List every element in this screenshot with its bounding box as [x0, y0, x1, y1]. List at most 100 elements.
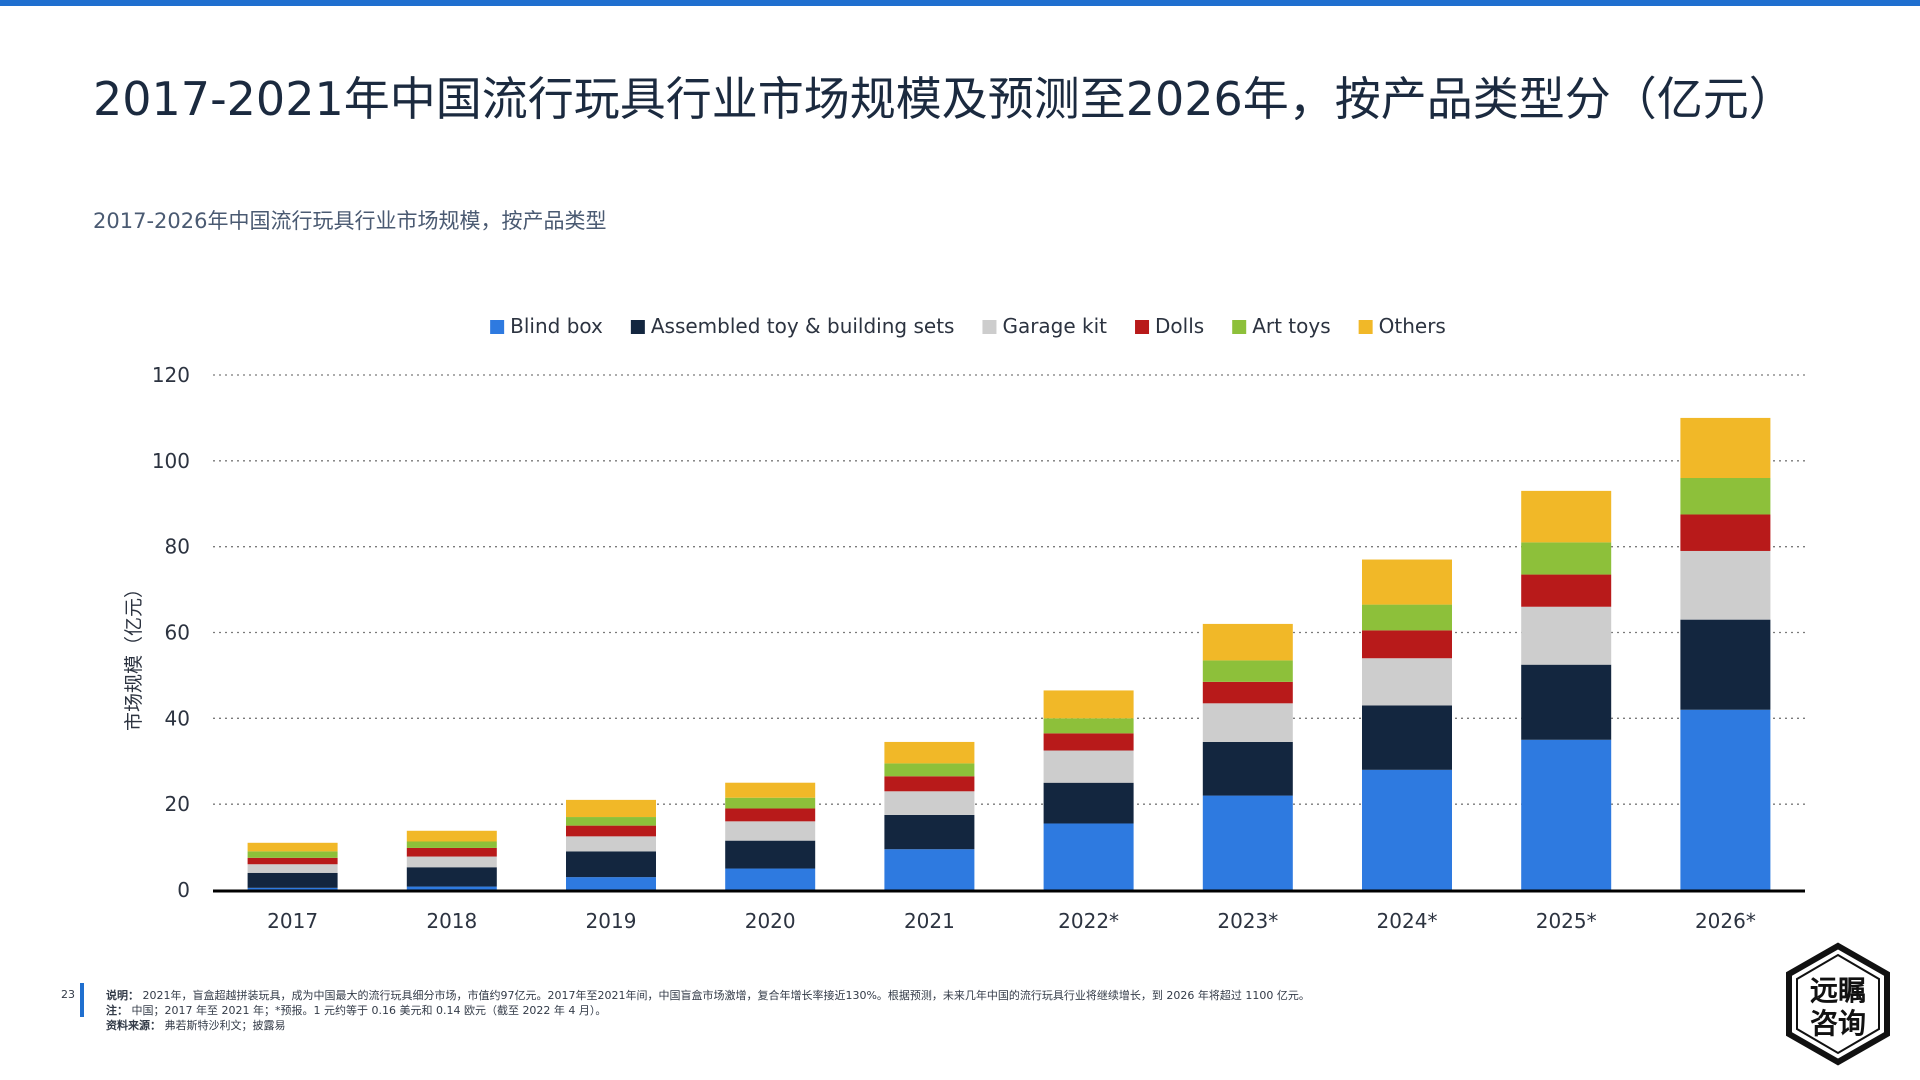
footnote-explanation-text: 2021年，盲盒超越拼装玩具，成为中国最大的流行玩具细分市场，市值约97亿元。2…	[142, 989, 1310, 1002]
x-tick-label: 2026*	[1695, 909, 1756, 933]
footnotes: 说明： 2021年，盲盒超越拼装玩具，成为中国最大的流行玩具细分市场，市值约97…	[106, 988, 1310, 1033]
y-tick-label: 80	[165, 535, 190, 559]
bar-segment	[1202, 660, 1293, 682]
bar-segment	[1521, 739, 1612, 890]
stacked-bar-chart: Blind box Assembled toy & building sets Ga…	[123, 314, 1805, 933]
x-axis-ticks: 2017 2018 2019 2020 2021 2022* 2023* 2024* 2025*…	[267, 909, 1756, 933]
bar-segment	[1202, 681, 1293, 704]
bar-segment	[1202, 623, 1293, 661]
bar-segment	[884, 776, 975, 792]
bar-segment	[1521, 490, 1612, 543]
x-tick-label: 2019	[586, 909, 637, 933]
bar-segment	[406, 886, 497, 890]
y-tick-label: 100	[152, 449, 190, 473]
y-axis-label: 市场规模（亿元）	[123, 579, 145, 731]
bar-segment	[725, 840, 816, 869]
bar-segment	[247, 851, 338, 858]
bar-segment	[1202, 795, 1293, 890]
bar-segment	[566, 817, 656, 826]
top-accent-bar	[0, 0, 1920, 6]
bar-segment	[566, 799, 656, 818]
bar-segment	[1362, 658, 1452, 706]
chart-legend: Blind box Assembled toy & building sets Ga…	[490, 314, 1446, 338]
bar-segment	[566, 836, 656, 852]
bar-segment	[1680, 478, 1771, 515]
legend-label: Blind box	[510, 314, 603, 338]
bar-segment	[725, 868, 816, 890]
legend-swatch	[1232, 320, 1247, 334]
x-tick-label: 2025*	[1536, 909, 1597, 933]
bar-segment	[725, 782, 816, 798]
y-tick-label: 40	[165, 706, 190, 730]
x-tick-label: 2022*	[1058, 909, 1119, 933]
bar-segment	[1362, 604, 1452, 631]
bar-segment	[247, 887, 338, 890]
bar-segment	[1680, 709, 1771, 890]
logo-text-line2: 咨询	[1810, 1007, 1866, 1040]
legend-label: Dolls	[1155, 314, 1204, 338]
legend-item: Dolls	[1135, 314, 1204, 338]
y-tick-label: 120	[152, 363, 190, 387]
bar-segment	[1043, 690, 1134, 719]
bar-segment	[725, 808, 816, 822]
x-tick-label: 2018	[426, 909, 477, 933]
bar-segment	[1362, 630, 1452, 659]
page-number: 23	[61, 988, 75, 1001]
legend-swatch	[982, 320, 997, 334]
legend-item: Garage kit	[982, 314, 1107, 338]
bar-segment	[725, 797, 816, 809]
footnote-note-text: 中国；2017 年至 2021 年；*预报。1 元约等于 0.16 美元和 0.…	[131, 1004, 607, 1017]
bar-segment	[1680, 417, 1771, 478]
bar-segment	[566, 851, 656, 878]
bar-segment	[247, 842, 338, 852]
bar-segment	[884, 791, 975, 815]
bar-segment	[406, 847, 497, 857]
footnote-source-label: 资料来源：	[106, 1019, 161, 1032]
y-axis-ticks: 0 20 40 60 80 100 120	[152, 363, 190, 902]
legend-swatch	[630, 320, 645, 334]
logo-hexagon-inner	[1796, 953, 1880, 1055]
bar-segment	[1043, 782, 1134, 824]
bar-segment	[406, 867, 497, 887]
bar-segment	[247, 872, 338, 888]
legend-item: Others	[1358, 314, 1446, 338]
page-subtitle: 2017-2026年中国流行玩具行业市场规模，按产品类型	[93, 209, 607, 233]
bar-segment	[1680, 550, 1771, 620]
legend-label: Art toys	[1252, 314, 1330, 338]
bar-segment	[1680, 514, 1771, 551]
bar-segment	[1680, 619, 1771, 710]
legend-swatch	[1358, 320, 1373, 334]
bar-segment	[1043, 718, 1134, 734]
footnote-source-text: 弗若斯特沙利文；披露易	[164, 1019, 286, 1032]
bar-segment	[247, 864, 338, 873]
x-tick-label: 2017	[267, 909, 318, 933]
x-tick-label: 2021	[904, 909, 955, 933]
bar-segment	[884, 763, 975, 777]
legend-item: Assembled toy & building sets	[630, 314, 955, 338]
logo-hexagon	[1786, 942, 1890, 1066]
bar-segment	[406, 841, 497, 848]
bar-segment	[884, 814, 975, 850]
bar-segment	[406, 830, 497, 842]
bar-segment	[1521, 542, 1612, 575]
legend-label: Assembled toy & building sets	[651, 314, 955, 338]
bar-segment	[1362, 559, 1452, 605]
bar-segment	[247, 857, 338, 865]
y-tick-label: 0	[177, 878, 190, 902]
legend-label: Garage kit	[1002, 314, 1107, 338]
bar-segment	[884, 849, 975, 890]
footnote-note: 注： 中国；2017 年至 2021 年；*预报。1 元约等于 0.16 美元和…	[106, 1003, 1310, 1018]
bar-segment	[566, 825, 656, 837]
legend-label: Others	[1379, 314, 1446, 338]
legend-item: Art toys	[1232, 314, 1331, 338]
y-tick-label: 60	[165, 621, 190, 645]
legend-swatch	[1135, 320, 1150, 334]
bar-segment	[1202, 741, 1293, 796]
bar-segment	[1043, 823, 1134, 890]
bar-segment	[566, 877, 656, 890]
x-tick-label: 2023*	[1217, 909, 1278, 933]
bar-segment	[1362, 705, 1452, 770]
footnote-note-label: 注：	[106, 1004, 128, 1017]
chart-bars	[247, 417, 1771, 890]
legend-swatch	[490, 320, 505, 334]
